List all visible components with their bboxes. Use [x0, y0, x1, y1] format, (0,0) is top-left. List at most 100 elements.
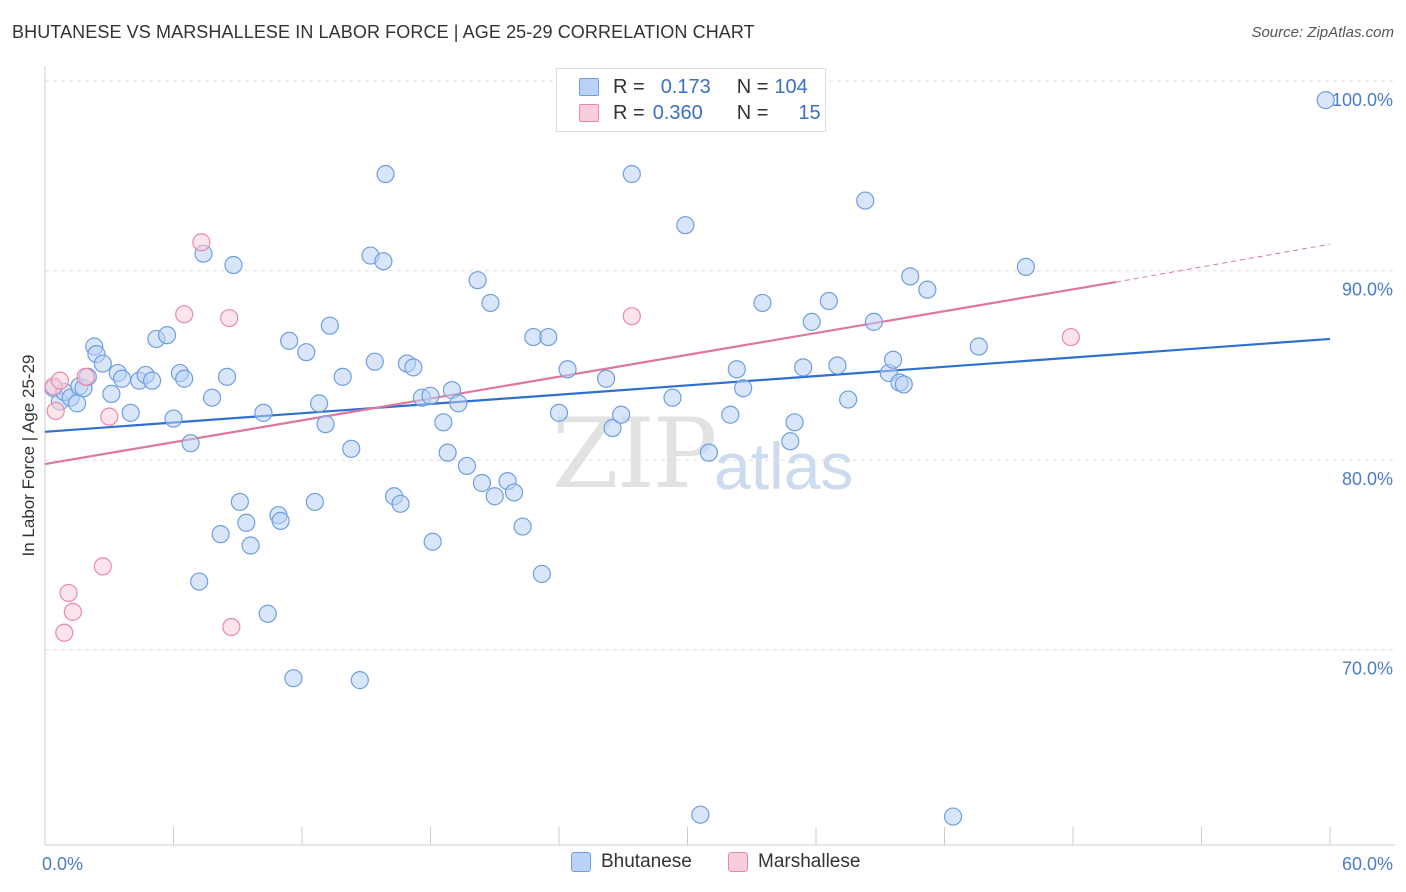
data-point — [222, 617, 241, 637]
data-point — [404, 358, 423, 377]
data-point — [622, 164, 641, 184]
data-point — [504, 483, 524, 502]
data-point — [468, 271, 487, 290]
data-point — [802, 312, 821, 331]
y-tick-label: 90.0% — [1342, 280, 1393, 300]
marshallese-swatch-icon — [579, 104, 599, 122]
data-point — [211, 525, 230, 544]
chart-title: BHUTANESE VS MARSHALLESE IN LABOR FORCE … — [12, 22, 755, 42]
data-point — [224, 255, 243, 275]
data-point — [421, 386, 440, 405]
data-point — [192, 233, 211, 252]
series-marshallese — [44, 233, 1080, 642]
data-point — [918, 280, 937, 299]
data-point — [753, 293, 772, 313]
data-point — [237, 513, 256, 532]
trend-line-extension — [1115, 243, 1331, 283]
data-point — [472, 473, 491, 493]
axes — [44, 66, 1395, 846]
r-label: R = — [613, 75, 645, 98]
y-axis-title: In Labor Force | Age 25-29 — [19, 355, 38, 557]
data-point — [164, 409, 183, 428]
data-point — [76, 367, 95, 386]
data-point — [59, 583, 78, 603]
data-point — [342, 439, 361, 458]
data-point — [734, 379, 753, 398]
legend-label-bhutanese: Bhutanese — [601, 851, 692, 872]
legend-label-marshallese: Marshallese — [758, 851, 861, 872]
data-point — [121, 403, 140, 422]
trend-lines — [44, 243, 1331, 466]
data-point — [220, 308, 239, 328]
data-point — [100, 407, 119, 426]
data-point — [1061, 327, 1080, 347]
data-point — [622, 307, 641, 326]
data-point — [549, 403, 569, 422]
data-point — [721, 405, 740, 424]
watermark-zip: ZIP — [552, 398, 717, 510]
data-point — [280, 331, 299, 350]
data-point — [603, 418, 622, 438]
data-point — [271, 511, 290, 530]
trend-line-marshallese — [44, 280, 1117, 466]
data-point — [181, 434, 200, 453]
series-legend: Bhutanese Marshallese — [0, 851, 1406, 877]
data-point — [901, 267, 920, 286]
data-point — [93, 354, 112, 373]
bhutanese-legend-icon — [571, 852, 591, 872]
data-point — [202, 388, 222, 407]
n-label: N = — [736, 101, 769, 124]
data-point — [883, 350, 903, 369]
data-point — [894, 375, 913, 394]
data-point — [449, 394, 468, 413]
r-value: 0.360 — [652, 101, 703, 124]
data-point — [819, 291, 838, 311]
legend-row-bhutanese: R = 0.173 N = 104 — [579, 74, 808, 100]
data-point — [727, 360, 746, 379]
data-point — [969, 337, 988, 356]
data-point — [320, 316, 339, 335]
data-points — [44, 91, 1335, 826]
data-point — [434, 413, 453, 432]
data-point — [513, 517, 532, 536]
data-point — [699, 443, 719, 462]
data-point — [839, 390, 858, 409]
trend-line-bhutanese — [44, 337, 1331, 433]
legend-item-marshallese: Marshallese — [728, 851, 860, 873]
data-point — [46, 401, 65, 421]
data-point — [785, 413, 804, 432]
x-tick-label: 0.0% — [42, 854, 83, 874]
data-point — [781, 432, 800, 451]
data-point — [558, 360, 577, 379]
data-point — [423, 532, 442, 551]
x-tick-label: 60.0% — [1342, 854, 1393, 874]
data-point — [376, 164, 395, 184]
data-point — [663, 388, 682, 407]
data-point — [102, 384, 121, 404]
data-point — [943, 807, 963, 826]
data-point — [481, 293, 500, 313]
tick-labels: 100.0% 90.0% 80.0% 70.0% 0.0% 60.0% In Labor F… — [19, 90, 1393, 874]
data-point — [93, 557, 112, 576]
data-point — [457, 456, 477, 476]
data-point — [391, 494, 410, 513]
data-point — [305, 492, 324, 512]
data-point — [539, 327, 558, 347]
data-point — [676, 216, 695, 235]
data-point — [50, 371, 70, 390]
legend-item-bhutanese: Bhutanese — [571, 851, 692, 873]
data-point — [310, 394, 329, 413]
series-bhutanese — [44, 91, 1335, 826]
data-point — [55, 623, 74, 642]
data-point — [1316, 91, 1335, 110]
data-point — [112, 369, 132, 388]
data-point — [68, 394, 87, 413]
data-point — [316, 415, 335, 434]
data-point — [350, 671, 369, 690]
y-tick-label: 70.0% — [1342, 659, 1393, 679]
data-point — [1016, 257, 1035, 277]
data-point — [142, 371, 162, 390]
data-point — [297, 343, 316, 362]
data-point — [284, 669, 303, 688]
data-point — [864, 312, 883, 331]
